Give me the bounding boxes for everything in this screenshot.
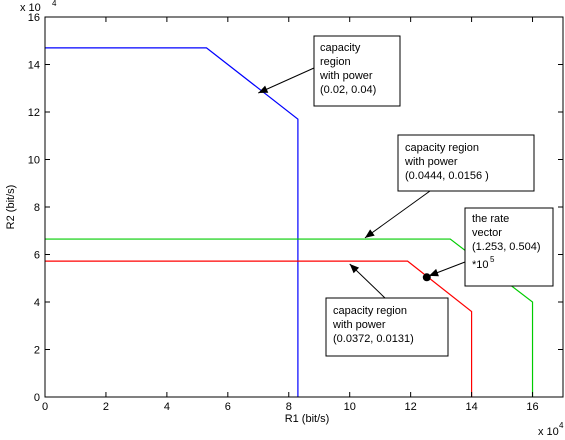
x-tick-label: 8 xyxy=(286,401,292,413)
annotation-line: (0.02, 0.04) xyxy=(320,84,376,96)
annotation-line: (0.0372, 0.0131) xyxy=(333,333,414,345)
annotation-arrows xyxy=(258,67,466,299)
annotation-line: capacity region xyxy=(333,305,407,317)
x-ticks: 0 2 4 6 8 10 12 14 16 xyxy=(42,17,539,413)
y-multiplier-exponent: 4 xyxy=(52,0,57,8)
annotation-arrow-line xyxy=(364,190,431,239)
annotation-frame xyxy=(464,207,554,287)
annotation-arrowhead xyxy=(349,264,360,274)
annotation-line: with power xyxy=(332,319,386,331)
y-axis-label: R2 (bit/s) xyxy=(5,185,17,230)
annotation-frame xyxy=(313,35,401,107)
annotation-box-blue: capacity region with power (0.02, 0.04) xyxy=(313,35,401,107)
y-tick-label: 14 xyxy=(28,60,40,72)
y-tick-label: 10 xyxy=(28,155,40,167)
annotation-line: (1.253, 0.504) xyxy=(472,241,541,253)
annotation-superscript: 5 xyxy=(490,255,495,264)
annotation-box-rate-vector: the rate vector (1.253, 0.504) *10 5 xyxy=(464,207,554,287)
x-multiplier: x 10 xyxy=(538,426,559,438)
x-tick-label: 16 xyxy=(526,401,538,413)
y-tick-label: 8 xyxy=(34,202,40,214)
annotation-line: capacity xyxy=(320,42,361,54)
annotation-box-red: capacity region with power (0.0372, 0.01… xyxy=(325,297,449,357)
annotation-frame xyxy=(397,134,535,192)
x-multiplier-exponent: 4 xyxy=(559,421,564,430)
y-tick-label: 2 xyxy=(34,345,40,357)
series-line-2 xyxy=(45,260,473,397)
annotation-arrowhead xyxy=(364,229,375,238)
y-multiplier: x 10 xyxy=(20,2,41,14)
y-tick-label: 0 xyxy=(34,392,40,404)
x-axis-label: R1 (bit/s) xyxy=(285,413,330,425)
y-tick-label: 4 xyxy=(34,297,40,309)
series-line-0 xyxy=(45,47,299,397)
x-tick-label: 10 xyxy=(344,401,356,413)
annotation-line: with power xyxy=(404,156,458,168)
x-tick-label: 2 xyxy=(103,401,109,413)
y-ticks: 0 2 4 6 8 10 12 14 16 xyxy=(28,12,563,404)
y-tick-label: 6 xyxy=(34,250,40,262)
annotation-line: capacity region xyxy=(405,142,479,154)
y-tick-label: 16 xyxy=(28,12,40,24)
annotation-frame xyxy=(325,297,449,357)
x-tick-label: 6 xyxy=(225,401,231,413)
annotation-arrow-line xyxy=(258,67,315,94)
rate-vector-point xyxy=(422,273,431,282)
x-tick-label: 14 xyxy=(465,401,477,413)
annotation-line: vector xyxy=(472,227,502,239)
annotation-line: with power xyxy=(319,70,373,82)
annotation-line: region xyxy=(320,56,351,68)
y-tick-label: 12 xyxy=(28,107,40,119)
x-tick-label: 0 xyxy=(42,401,48,413)
annotation-arrowhead xyxy=(428,268,439,277)
annotation-line: the rate xyxy=(472,213,509,225)
x-tick-label: 12 xyxy=(405,401,417,413)
annotation-line: (0.0444, 0.0156 ) xyxy=(405,170,489,182)
annotation-arrowhead xyxy=(258,85,269,93)
annotation-box-green: capacity region with power (0.0444, 0.01… xyxy=(397,134,535,192)
x-tick-label: 4 xyxy=(164,401,170,413)
annotation-line: *10 xyxy=(472,259,489,271)
